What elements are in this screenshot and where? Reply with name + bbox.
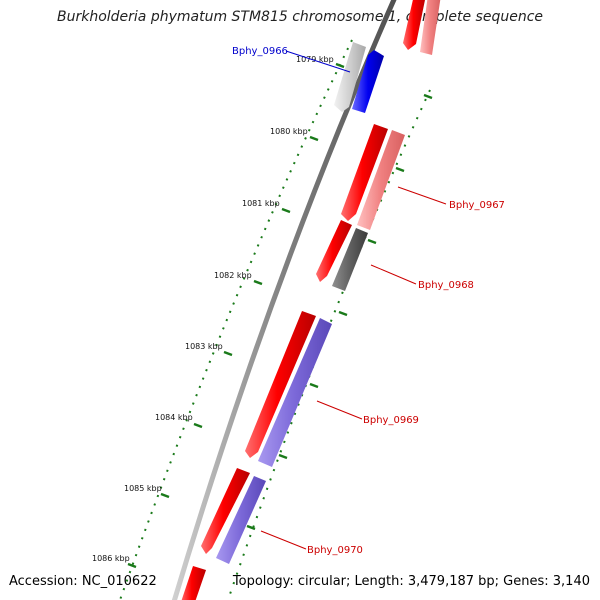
kbp-label: 1080 kbp bbox=[270, 127, 308, 136]
kbp-tick bbox=[193, 422, 203, 429]
kbp-label: 1083 kbp bbox=[185, 342, 223, 351]
kbp-tick bbox=[160, 492, 170, 499]
gene-arrow[interactable] bbox=[332, 228, 368, 291]
leader-line bbox=[370, 264, 417, 285]
gene-label-bphy-0968[interactable]: Bphy_0968 bbox=[418, 280, 474, 291]
inner-track-dots bbox=[227, 89, 431, 600]
kbp-tick bbox=[253, 279, 263, 286]
gene-arrow[interactable] bbox=[352, 50, 384, 113]
gene-arrow[interactable] bbox=[334, 42, 366, 112]
gene-label-bphy-0969[interactable]: Bphy_0969 bbox=[363, 415, 419, 426]
gene-label-bphy-0967[interactable]: Bphy_0967 bbox=[449, 200, 505, 211]
chromosome-backbone bbox=[171, 0, 397, 600]
reverse-strand-genes bbox=[216, 0, 441, 564]
gene-arrow[interactable] bbox=[245, 311, 316, 458]
gene-arrow[interactable] bbox=[316, 220, 352, 282]
gene-label-bphy-0966[interactable]: Bphy_0966 bbox=[232, 46, 288, 57]
accession-text: Accession: NC_010622 bbox=[9, 574, 157, 589]
inner-track-ticks bbox=[246, 93, 433, 531]
gene-arrow[interactable] bbox=[341, 124, 388, 221]
kbp-label: 1085 kbp bbox=[124, 484, 162, 493]
gene-arrow[interactable] bbox=[180, 566, 206, 600]
gene-labels: Bphy_0966 Bphy_0967 Bphy_0968 Bphy_0969 … bbox=[232, 46, 505, 556]
topology-text: Topology: circular; Length: 3,479,187 bp… bbox=[232, 574, 590, 589]
gene-arrow[interactable] bbox=[420, 0, 441, 55]
leader-line bbox=[316, 400, 363, 420]
leader-line bbox=[260, 530, 307, 550]
kbp-tick bbox=[223, 350, 233, 357]
kbp-label: 1084 kbp bbox=[155, 413, 193, 422]
kbp-label: 1079 kbp bbox=[296, 55, 334, 64]
inner-tick bbox=[423, 93, 433, 100]
kbp-labels: 1079 kbp 1080 kbp 1081 kbp 1082 kbp 1083… bbox=[92, 55, 334, 563]
forward-strand-genes bbox=[180, 0, 426, 600]
inner-tick bbox=[278, 453, 288, 460]
kbp-tick bbox=[335, 62, 345, 69]
kbp-tick bbox=[127, 562, 137, 569]
inner-tick bbox=[246, 524, 256, 531]
kbp-label: 1082 kbp bbox=[214, 271, 252, 280]
gene-arrow[interactable] bbox=[403, 0, 426, 50]
leader-line bbox=[397, 186, 447, 205]
leader-line bbox=[285, 50, 351, 73]
gene-arrow[interactable] bbox=[357, 130, 405, 230]
gene-arrow[interactable] bbox=[216, 476, 266, 564]
inner-tick bbox=[309, 382, 319, 389]
kbp-tick bbox=[309, 135, 319, 142]
gene-label-bphy-0970[interactable]: Bphy_0970 bbox=[307, 545, 363, 556]
gene-arrow[interactable] bbox=[201, 468, 250, 554]
inner-tick bbox=[395, 166, 405, 173]
kbp-major-ticks bbox=[127, 62, 345, 569]
inner-tick bbox=[367, 238, 377, 245]
label-leader-lines bbox=[260, 50, 447, 550]
inner-tick bbox=[338, 310, 348, 317]
kbp-tick bbox=[281, 207, 291, 214]
kbp-label: 1081 kbp bbox=[242, 199, 280, 208]
gene-arrow[interactable] bbox=[258, 318, 332, 467]
kbp-label: 1086 kbp bbox=[92, 554, 130, 563]
